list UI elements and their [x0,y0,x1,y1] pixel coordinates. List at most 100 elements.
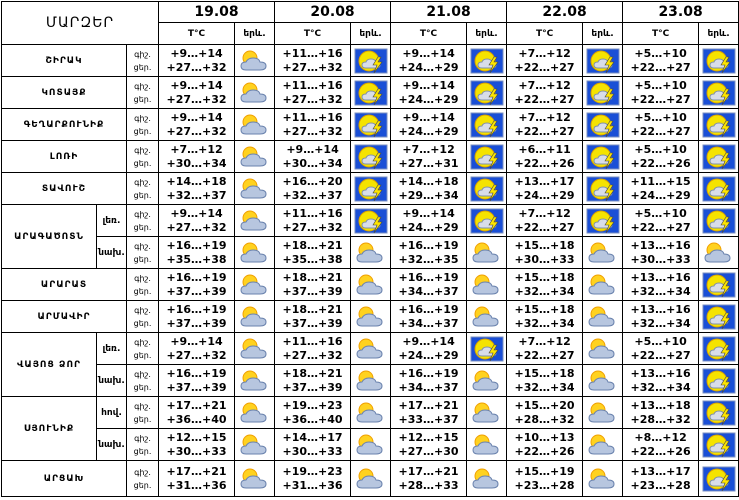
night-temperature: +13…+16 [630,366,691,380]
weather-cell [698,428,739,461]
night-temperature: +5…+10 [634,142,687,156]
weather-icon [470,336,504,361]
weather-icon [586,208,620,233]
icon-cloud [472,408,499,422]
day-label: ցեր. [133,350,152,360]
night-temperature: +5…+10 [634,110,687,124]
region-row: ԱՐԱԳԱԾՈՏՆ լեռ. գիշ. ցեր. +9…+14 +27…+32 +11…+1… [1,204,739,269]
weather-cell [234,236,276,269]
temperature-cell: +5…+10 +22…+27 [622,76,700,109]
night-temperature: +11…+15 [630,174,691,188]
night-temperature: +11…+16 [282,78,343,92]
icon-cloud [588,312,615,326]
icon-cloud [240,312,267,326]
icon-bolt [371,120,383,137]
weather-header: երև. [466,22,508,45]
icon-bolt [720,344,731,361]
weather-cell [698,44,739,77]
night-temperature: +15…+20 [514,398,575,412]
icon-cloud [472,474,499,488]
day-temperature: +24…+29 [630,188,691,202]
night-temperature: +16…+19 [166,366,227,380]
night-temperature: +8…+12 [634,430,687,444]
weather-cell [350,460,392,497]
icon-bolt [371,184,383,201]
night-day-labels: գիշ. ցեր. [125,76,160,109]
weather-icon [470,208,504,233]
weather-cell [466,268,508,301]
night-day-labels: գիշ. ցեր. [125,44,160,77]
icon-cloud [472,440,499,454]
region-row: նախ. գիշ. ցեր. +16…+19 +35…+38 +18…+21 +35…+38… [2,236,739,269]
night-temperature: +13…+18 [630,398,691,412]
icon-cloud [240,184,267,198]
region-row: ՏԱՎՈՒՇ գիշ. ցեր. +14…+18 +32…+37 +16…+20 +32…+… [1,172,739,205]
day-temperature: +27…+32 [282,348,343,362]
weather-cell [582,460,624,497]
night-day-labels: գիշ. ցեր. [125,332,160,365]
weather-icon [240,370,267,390]
region-row: նախ. գիշ. ցեր. +16…+19 +37…+39 +18…+21 +37…+39… [2,364,739,397]
day-temperature: +24…+29 [514,188,575,202]
icon-cloud [240,216,267,230]
weather-icon [240,434,267,454]
region-name: ԱՐՄԱՎԻՐ [1,300,127,333]
weather-icon [472,468,499,488]
weather-cell [234,172,276,205]
weather-icon [586,144,620,169]
weather-header: երև. [582,22,624,45]
icon-cloud [240,376,267,390]
night-temperature: +13…+17 [514,174,575,188]
day-temperature: +37…+39 [166,380,227,394]
temperature-cell: +12…+15 +27…+30 [390,428,468,461]
day-temperature: +22…+27 [630,220,691,234]
region-name: ՏԱՎՈՒՇ [1,172,127,205]
night-temperature: +7…+12 [402,142,455,156]
weather-icon [588,434,615,454]
day-temperature: +32…+37 [166,188,227,202]
weather-cell [234,108,276,141]
weather-cell [698,300,739,333]
weather-icon [240,114,267,134]
zone-name: նախ. [96,364,127,397]
weather-icon [702,432,736,457]
temperature-cell: +8…+12 +22…+26 [622,428,700,461]
temperature-cell: +11…+16 +27…+32 [274,204,352,237]
weather-icon [356,468,383,488]
weather-cell [350,268,392,301]
weather-cell [582,236,624,269]
weather-cell [350,396,392,429]
region-row: նախ. գիշ. ցեր. +12…+15 +30…+33 +14…+17 +30…+33… [2,428,739,461]
day-temperature: +34…+37 [398,284,459,298]
icon-bolt [371,216,383,233]
zone-name: լեռ. [96,332,127,365]
night-label: գիշ. [134,273,151,283]
icon-bolt [720,184,731,201]
weather-cell [350,300,392,333]
temperature-cell: +18…+21 +37…+39 [274,364,352,397]
night-temperature: +18…+21 [282,270,343,284]
temperature-cell: +19…+23 +36…+40 [274,396,352,429]
weather-icon [356,434,383,454]
icon-cloud [356,440,383,454]
night-temperature: +7…+12 [518,78,571,92]
day-temperature: +24…+29 [398,220,459,234]
weather-icon [240,50,267,70]
icon-cloud [704,248,731,262]
weather-icon [240,210,267,230]
weather-cell [350,428,392,461]
temperature-cell: +5…+10 +22…+27 [622,332,700,365]
temperature-cell: +17…+21 +36…+40 [158,396,236,429]
region-name: ՇԻՐԱԿ [1,44,127,77]
region-row: ԱՐՑԱԽ գիշ. ցեր. +17…+21 +31…+36 +19…+23 +31…+3… [1,460,739,497]
region-row: ԱՐՄԱՎԻՐ գիշ. ցեր. +16…+19 +37…+39 +18…+21 +37…… [1,300,739,333]
weather-icon [588,370,615,390]
temperature-cell: +18…+21 +37…+39 [274,300,352,333]
weather-cell [234,44,276,77]
day-temperature: +22…+27 [630,124,691,138]
day-temperature: +24…+29 [398,60,459,74]
temp-header: T°C [158,22,236,45]
night-temperature: +11…+16 [282,46,343,60]
region-name: ԿՈՏԱՅՔ [1,76,127,109]
day-temperature: +29…+34 [398,188,459,202]
